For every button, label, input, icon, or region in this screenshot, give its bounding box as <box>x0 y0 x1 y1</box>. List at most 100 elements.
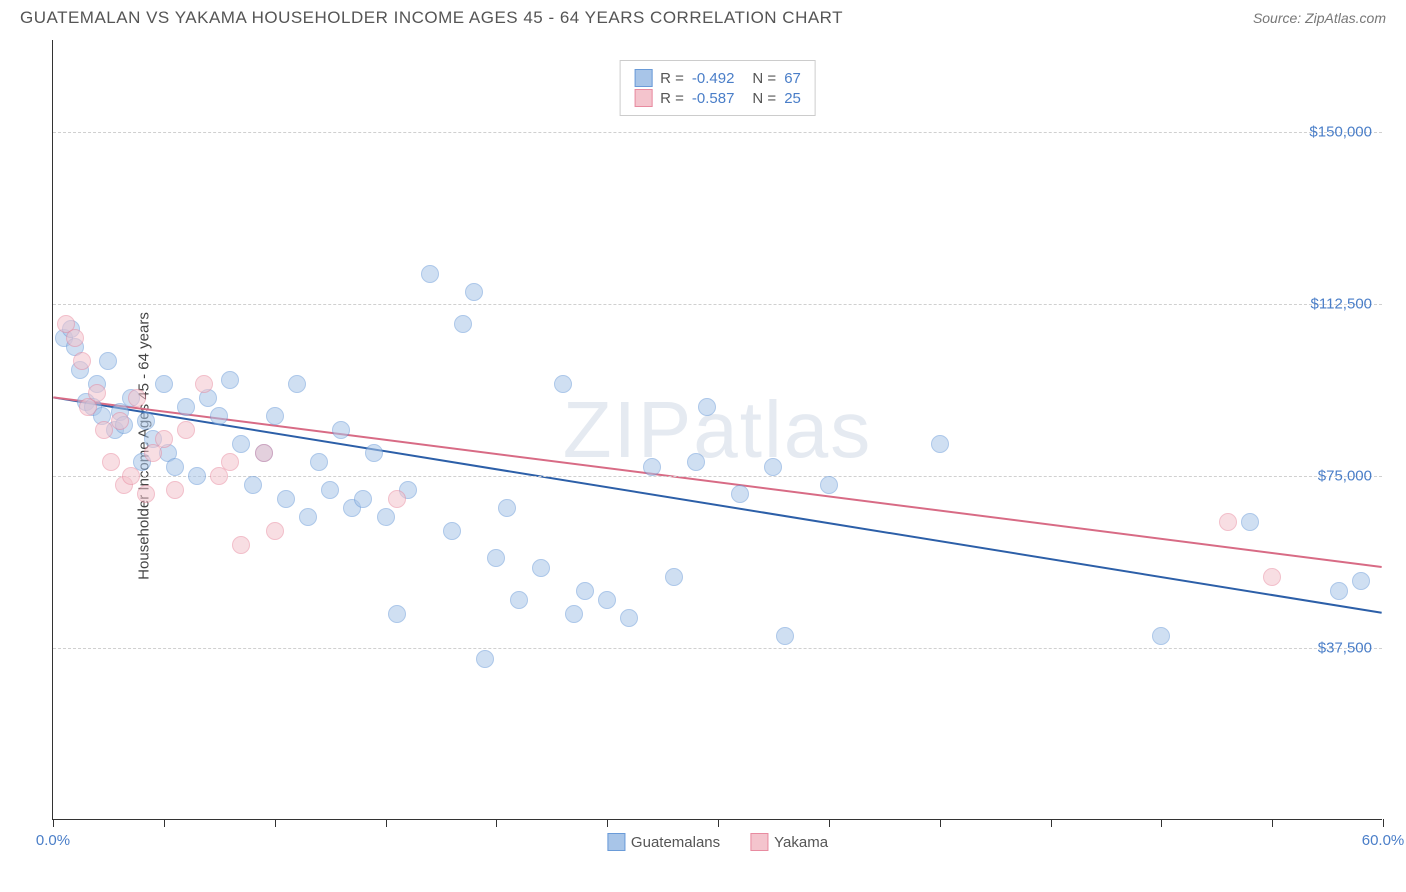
legend-swatch <box>634 89 652 107</box>
data-point <box>377 508 395 526</box>
data-point <box>321 481 339 499</box>
data-point <box>99 352 117 370</box>
legend-swatch <box>634 69 652 87</box>
plot-area: ZIPatlas R = -0.492N = 67R = -0.587N = 2… <box>52 40 1382 820</box>
data-point <box>498 499 516 517</box>
gridline-horizontal <box>53 648 1382 649</box>
data-point <box>102 453 120 471</box>
stats-legend-box: R = -0.492N = 67R = -0.587N = 25 <box>619 60 816 116</box>
data-point <box>244 476 262 494</box>
data-point <box>643 458 661 476</box>
data-point <box>277 490 295 508</box>
gridline-horizontal <box>53 132 1382 133</box>
y-tick-label: $75,000 <box>1318 467 1372 484</box>
data-point <box>310 453 328 471</box>
data-point <box>221 371 239 389</box>
data-point <box>487 549 505 567</box>
watermark: ZIPatlas <box>563 384 872 476</box>
data-point <box>188 467 206 485</box>
data-point <box>820 476 838 494</box>
legend-label: Yakama <box>774 834 828 851</box>
x-tick <box>164 819 165 827</box>
data-point <box>155 430 173 448</box>
data-point <box>1241 513 1259 531</box>
x-tick-label: 0.0% <box>36 832 70 849</box>
legend-label: Guatemalans <box>631 834 720 851</box>
data-point <box>931 435 949 453</box>
stat-r-label: R = <box>660 70 684 87</box>
data-point <box>66 329 84 347</box>
data-point <box>576 582 594 600</box>
data-point <box>288 375 306 393</box>
data-point <box>1219 513 1237 531</box>
legend-item: Yakama <box>750 833 828 851</box>
data-point <box>510 591 528 609</box>
data-point <box>137 412 155 430</box>
trend-lines-layer <box>53 40 1382 819</box>
data-point <box>210 407 228 425</box>
x-tick <box>1051 819 1052 827</box>
data-point <box>166 481 184 499</box>
stat-n-value: 25 <box>784 90 801 107</box>
data-point <box>73 352 91 370</box>
data-point <box>565 605 583 623</box>
legend-swatch <box>607 833 625 851</box>
trend-line <box>53 397 1381 612</box>
data-point <box>388 490 406 508</box>
x-tick <box>607 819 608 827</box>
data-point <box>731 485 749 503</box>
chart-title: GUATEMALAN VS YAKAMA HOUSEHOLDER INCOME … <box>20 8 843 28</box>
data-point <box>1152 627 1170 645</box>
data-point <box>232 536 250 554</box>
source-attribution: Source: ZipAtlas.com <box>1253 10 1386 26</box>
data-point <box>476 650 494 668</box>
data-point <box>221 453 239 471</box>
data-point <box>232 435 250 453</box>
legend-swatch <box>750 833 768 851</box>
legend-item: Guatemalans <box>607 833 720 851</box>
data-point <box>532 559 550 577</box>
data-point <box>1263 568 1281 586</box>
stats-row: R = -0.587N = 25 <box>634 89 801 107</box>
data-point <box>620 609 638 627</box>
data-point <box>665 568 683 586</box>
data-point <box>465 283 483 301</box>
data-point <box>122 467 140 485</box>
data-point <box>266 407 284 425</box>
data-point <box>255 444 273 462</box>
data-point <box>764 458 782 476</box>
data-point <box>177 421 195 439</box>
data-point <box>421 265 439 283</box>
y-tick-label: $150,000 <box>1309 123 1372 140</box>
data-point <box>266 522 284 540</box>
data-point <box>166 458 184 476</box>
data-point <box>1352 572 1370 590</box>
data-point <box>365 444 383 462</box>
x-tick <box>496 819 497 827</box>
gridline-horizontal <box>53 304 1382 305</box>
x-tick <box>275 819 276 827</box>
x-tick-label: 60.0% <box>1362 832 1405 849</box>
data-point <box>1330 582 1348 600</box>
data-point <box>598 591 616 609</box>
data-point <box>776 627 794 645</box>
x-tick <box>1272 819 1273 827</box>
stats-row: R = -0.492N = 67 <box>634 69 801 87</box>
data-point <box>354 490 372 508</box>
data-point <box>687 453 705 471</box>
data-point <box>111 412 129 430</box>
x-tick <box>53 819 54 827</box>
data-point <box>137 485 155 503</box>
series-legend: Guatemalans Yakama <box>607 833 828 851</box>
x-tick <box>829 819 830 827</box>
y-tick-label: $112,500 <box>1311 295 1372 312</box>
data-point <box>332 421 350 439</box>
stat-n-label: N = <box>752 70 776 87</box>
data-point <box>88 384 106 402</box>
stat-r-value: -0.587 <box>692 90 735 107</box>
stat-n-value: 67 <box>784 70 801 87</box>
data-point <box>128 389 146 407</box>
x-tick <box>386 819 387 827</box>
x-tick <box>940 819 941 827</box>
data-point <box>388 605 406 623</box>
